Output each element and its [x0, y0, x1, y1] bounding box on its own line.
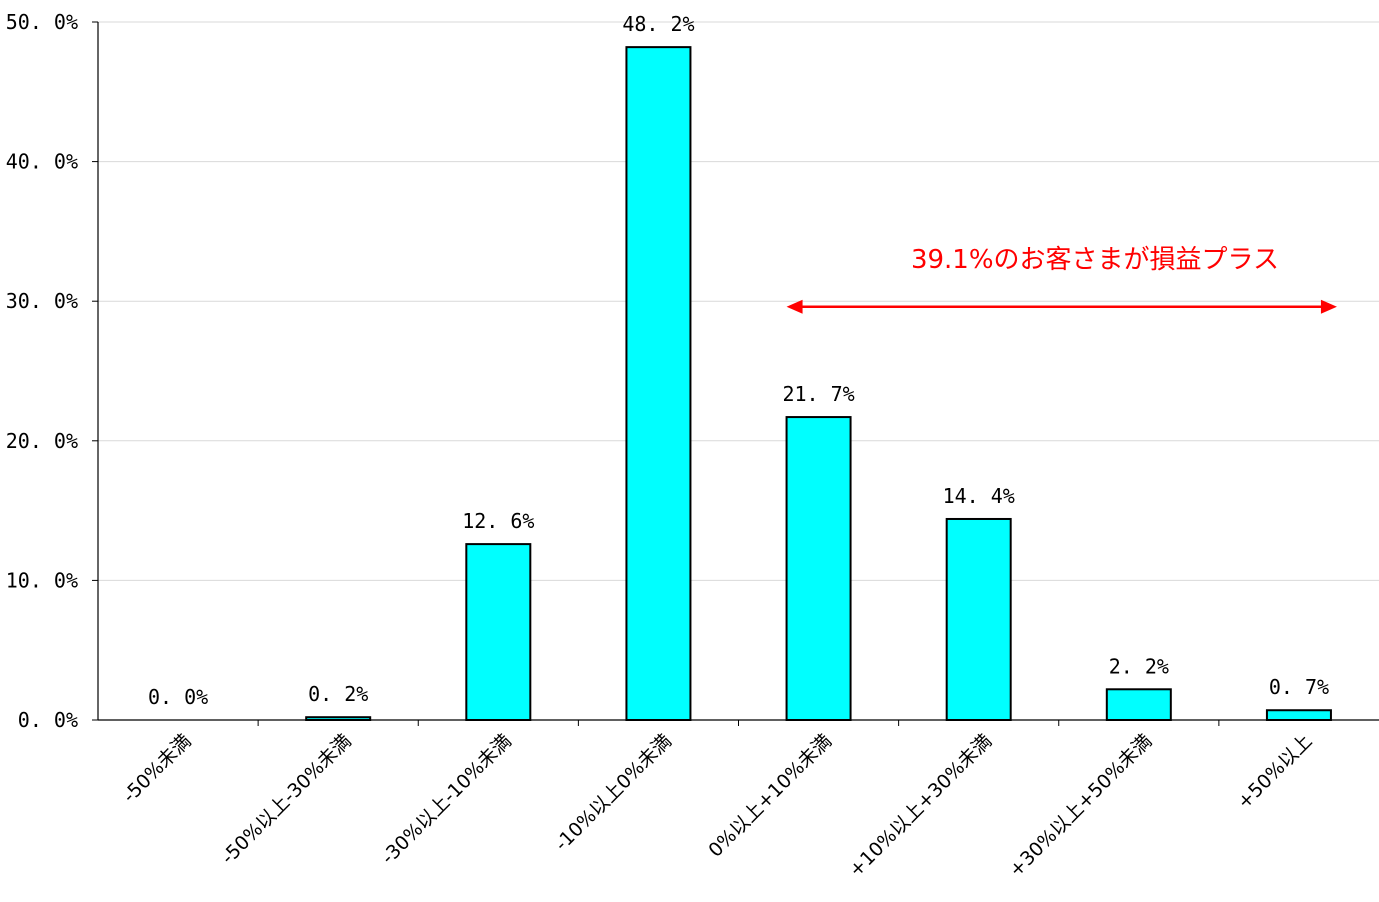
y-tick-label: 10. 0% — [6, 568, 78, 592]
y-tick-label: 0. 0% — [18, 708, 78, 732]
category-label: +10%以上+30%未満 — [845, 730, 997, 882]
data-label: 0. 0% — [148, 685, 208, 709]
annotation: 39.1%のお客さまが損益プラス — [786, 245, 1337, 314]
category-label: -30%以上-10%未満 — [377, 730, 516, 869]
x-axis-category-labels: -50%未満 -50%以上-30%未満 -30%以上-10%未満 -10%以上0%未満… — [118, 730, 1316, 882]
bar — [945, 517, 1012, 722]
category-label: +50%以上 — [1233, 730, 1317, 814]
annotation-arrowhead-left — [786, 299, 803, 314]
bars — [305, 46, 1332, 722]
data-label: 2. 2% — [1109, 654, 1169, 678]
bar — [305, 716, 372, 722]
axes — [92, 21, 1379, 726]
category-label: -10%以上0%未満 — [551, 730, 676, 855]
y-tick-label: 50. 0% — [6, 10, 78, 34]
bar — [625, 46, 692, 722]
bar — [785, 416, 852, 721]
category-label: -50%以上-30%未満 — [217, 730, 356, 869]
data-labels: 0. 0% 0. 2% 12. 6% 48. 2% 21. 7% 14. 4% 2. 2% 0… — [148, 12, 1329, 709]
data-label: 14. 4% — [943, 484, 1015, 508]
data-label: 21. 7% — [782, 382, 854, 406]
annotation-arrowhead-right — [1320, 299, 1337, 314]
y-axis-tick-labels: 0. 0% 10. 0% 20. 0% 30. 0% 40. 0% 50. 0% — [6, 10, 78, 732]
bar — [465, 543, 532, 721]
category-label: +30%以上+50%未満 — [1005, 730, 1157, 882]
bar — [1265, 709, 1332, 722]
y-tick-label: 20. 0% — [6, 429, 78, 453]
y-tick-label: 30. 0% — [6, 289, 78, 313]
gridlines — [98, 21, 1379, 581]
annotation-text: 39.1%のお客さまが損益プラス — [911, 245, 1279, 275]
data-label: 48. 2% — [622, 12, 694, 36]
category-label: -50%未満 — [118, 730, 195, 807]
y-tick-label: 40. 0% — [6, 150, 78, 174]
category-label: 0%以上+10%未満 — [704, 730, 836, 862]
data-label: 0. 2% — [308, 682, 368, 706]
data-label: 0. 7% — [1269, 675, 1329, 699]
bar — [1105, 688, 1172, 722]
data-label: 12. 6% — [462, 509, 534, 533]
